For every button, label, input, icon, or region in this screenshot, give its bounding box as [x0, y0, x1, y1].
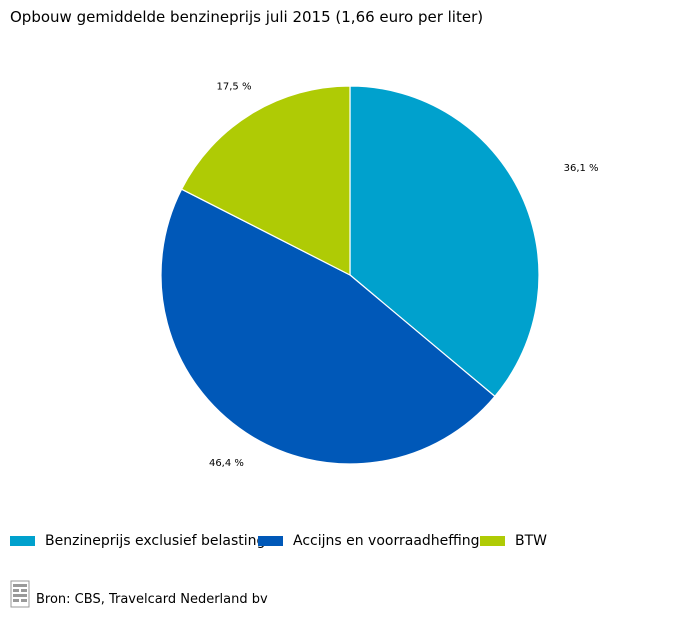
legend-item-benzineprijs: Benzineprijs exclusief belasting — [10, 531, 265, 551]
legend-label: Accijns en voorraadheffing — [293, 533, 480, 549]
legend-item-accijns: Accijns en voorraadheffing — [258, 531, 480, 551]
legend-swatch — [10, 536, 35, 546]
legend-label: BTW — [515, 533, 547, 549]
slice-value-label: 36,1 % — [564, 163, 599, 174]
legend-swatch — [258, 536, 283, 546]
source-text: Bron: CBS, Travelcard Nederland bv — [36, 592, 268, 607]
pie-slice-2 — [160, 188, 496, 465]
source-note: Bron: CBS, Travelcard Nederland bv — [10, 580, 268, 608]
slice-value-label: 17,5 % — [217, 82, 252, 93]
legend-label: Benzineprijs exclusief belasting — [45, 533, 266, 549]
pie-slice-3 — [180, 85, 351, 276]
legend-item-btw: BTW — [480, 531, 547, 551]
legend: Benzineprijs exclusief belasting Accijns… — [10, 531, 690, 551]
cbs-logo-icon — [10, 580, 30, 608]
slice-value-label: 46,4 % — [209, 458, 244, 469]
legend-swatch — [480, 536, 505, 546]
chart-title: Opbouw gemiddelde benzineprijs juli 2015… — [10, 8, 484, 26]
pie-chart: 36,1 % 46,4 % 17,5 % — [160, 82, 599, 469]
pie-slice-1 — [349, 85, 540, 398]
